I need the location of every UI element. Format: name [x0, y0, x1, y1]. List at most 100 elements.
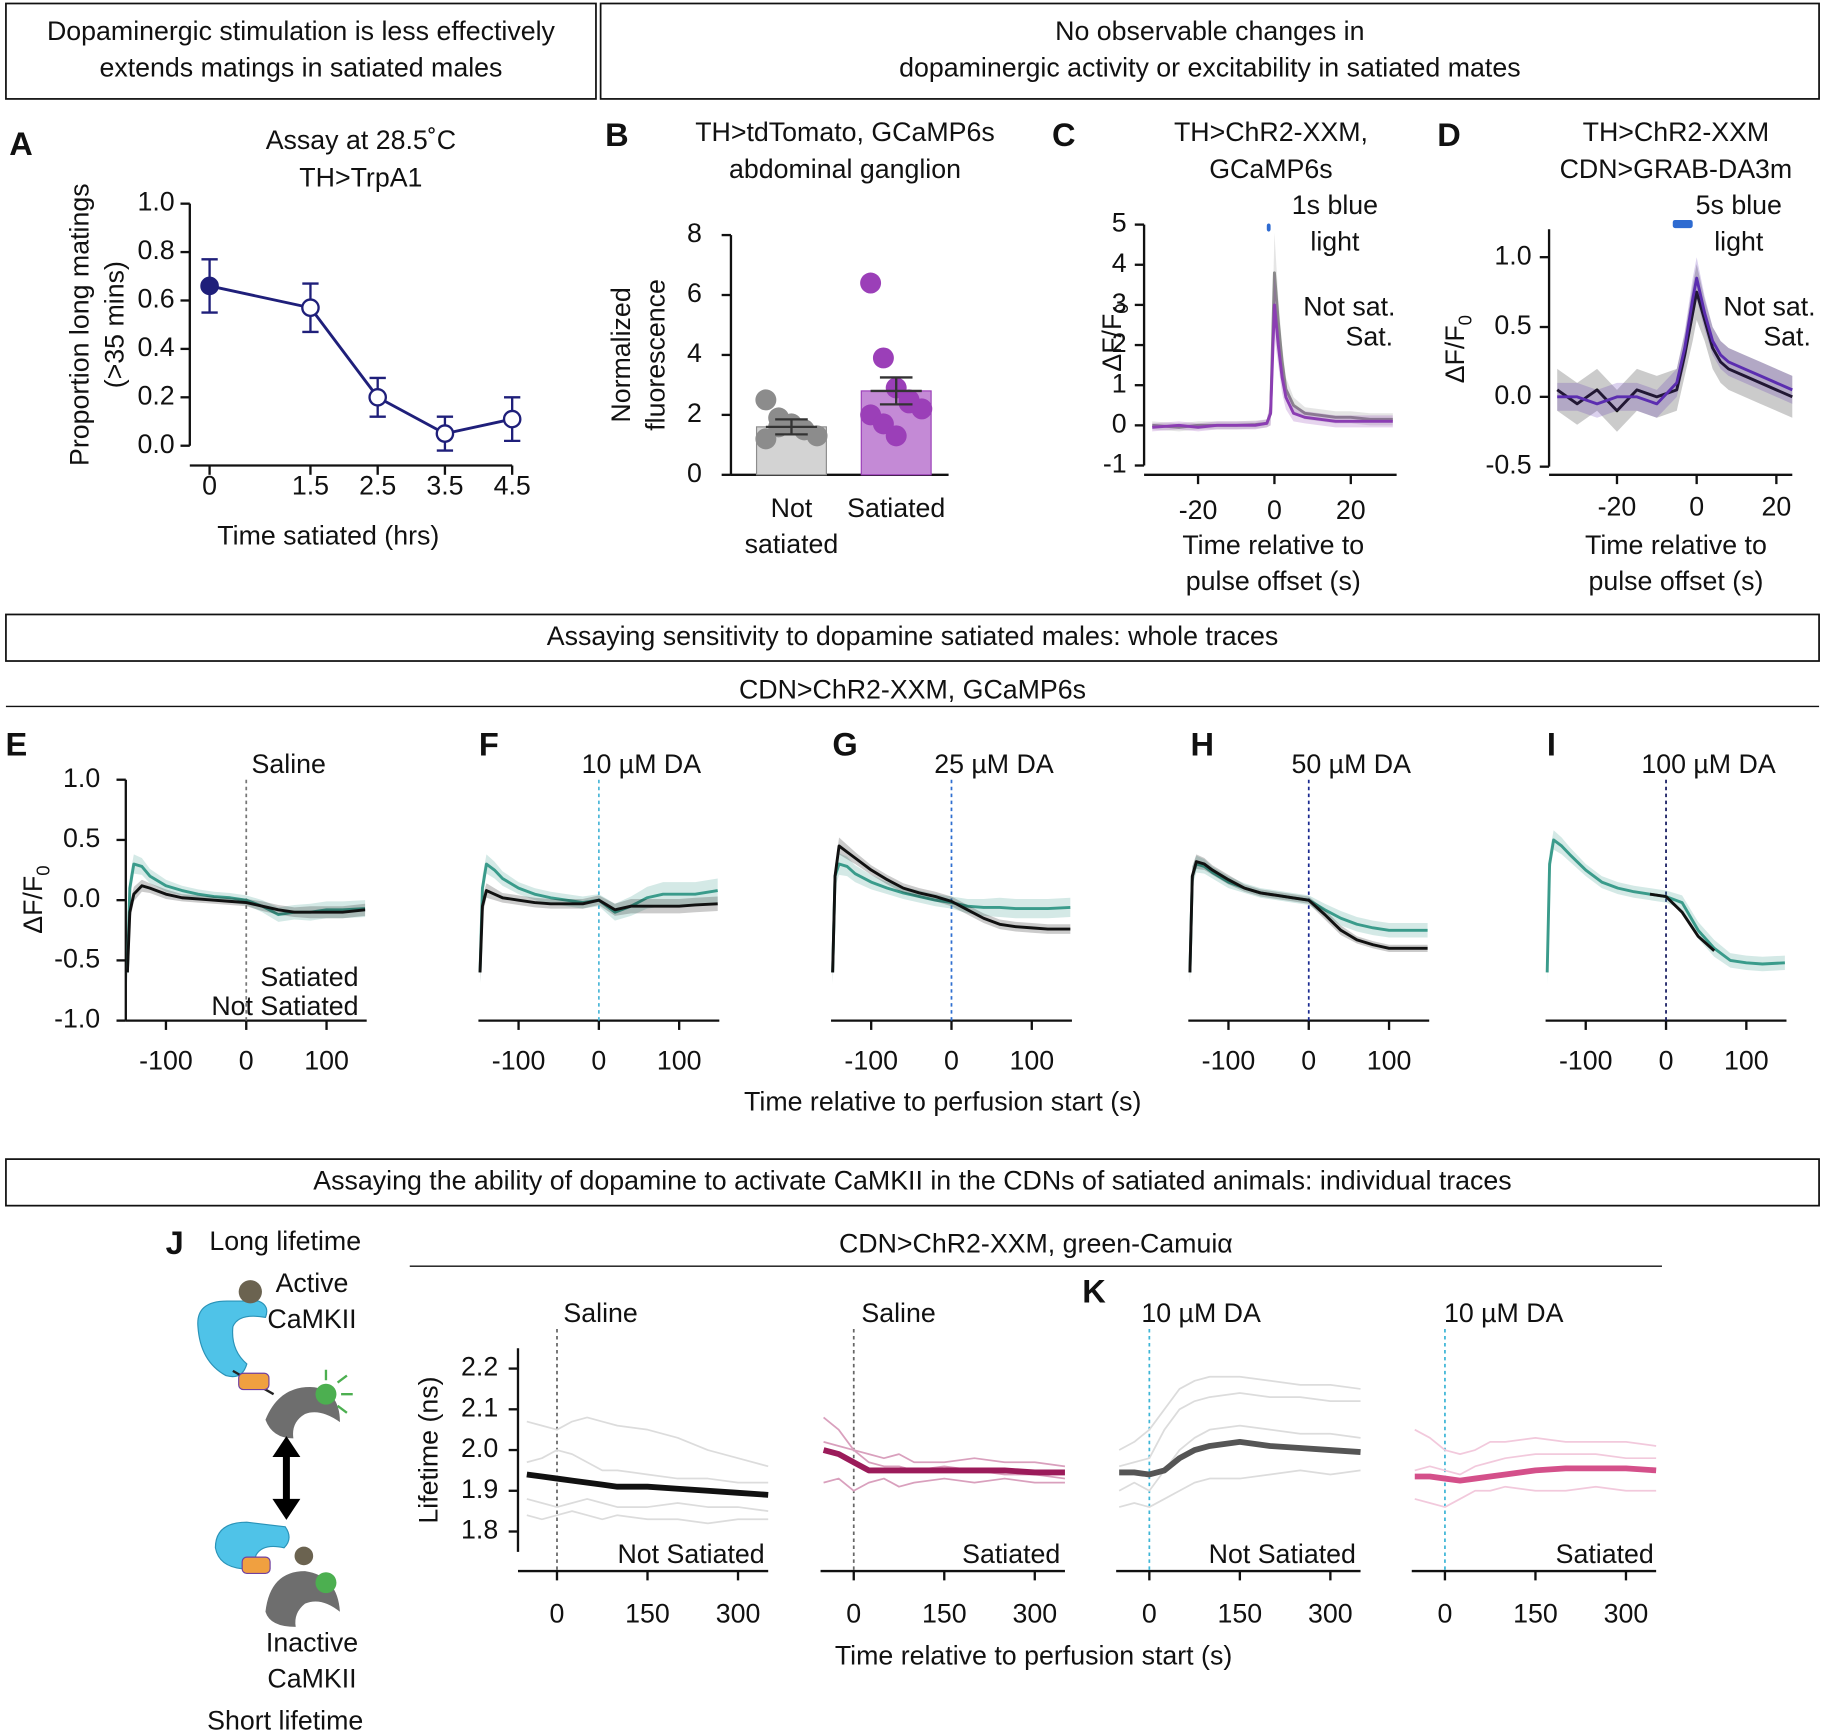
- series-line: [1414, 1453, 1657, 1476]
- header-box: [599, 2, 1820, 100]
- chart-title: abdominal ganglion: [729, 154, 961, 184]
- header-text: extends matings in satiated males: [99, 52, 502, 82]
- x-tick-label: -100: [844, 1046, 898, 1076]
- series-line: [1649, 892, 1716, 952]
- x-axis-label: Time relative to: [1585, 530, 1767, 560]
- chart-title: 10 µM DA: [1444, 1298, 1564, 1328]
- y-tick-label: 2.1: [461, 1392, 498, 1422]
- error-band: [1189, 855, 1428, 983]
- section-subtitle: CDN>ChR2-XXM, green-Camuiα: [839, 1228, 1233, 1258]
- series-line: [526, 1498, 769, 1513]
- y-tick-label: 1.0: [63, 763, 100, 793]
- panel-letter: C: [1052, 117, 1076, 153]
- kinase-domain: [197, 1300, 268, 1378]
- y-axis-label: ΔF/F0: [1440, 315, 1475, 383]
- y-tick-label: 0.6: [137, 284, 174, 314]
- data-point: [200, 276, 219, 296]
- series-line: [1118, 1424, 1361, 1492]
- y-tick-label: 0.2: [137, 380, 174, 410]
- y-tick-label: 0.0: [137, 429, 174, 459]
- y-tick-label: 1.9: [461, 1474, 498, 1504]
- series-line: [526, 1416, 769, 1468]
- diagram-label: CaMKII: [267, 1664, 356, 1694]
- y-tick-label: 0.0: [1494, 380, 1531, 410]
- diagram-label: Long lifetime: [209, 1226, 361, 1256]
- header-text: dopaminergic activity or excitability in…: [899, 52, 1520, 82]
- x-tick-label: 0: [591, 1046, 606, 1076]
- y-tick-label: 0: [1112, 408, 1127, 438]
- chart-title: TH>ChR2-XXM: [1583, 117, 1770, 147]
- y-axis-label: Lifetime (ns): [414, 1376, 444, 1523]
- legend-label: Not Satiated: [1209, 1539, 1356, 1569]
- x-tick-label: 300: [716, 1598, 761, 1628]
- legend-label: Not sat.: [1303, 291, 1395, 321]
- section-subtitle: CDN>ChR2-XXM, GCaMP6s: [739, 674, 1086, 704]
- y-axis-label-main: ΔF/F: [1097, 314, 1127, 372]
- chart-title: TH>TrpA1: [299, 162, 422, 192]
- chart-title: 10 µM DA: [582, 749, 702, 779]
- fluorophore: [315, 1383, 337, 1405]
- error-band: [1557, 264, 1793, 432]
- y-tick-label: 1.0: [137, 187, 174, 217]
- chart-title: GCaMP6s: [1209, 154, 1332, 184]
- x-axis-label: Time satiated (hrs): [217, 521, 439, 551]
- y-tick-label: 2.2: [461, 1352, 498, 1382]
- series-line: [478, 862, 718, 973]
- panel-letter: D: [1437, 117, 1461, 153]
- chart-title: Saline: [861, 1298, 935, 1328]
- camkii-diagram: J Long lifetime Active CaMKII Inactive C…: [166, 1225, 364, 1734]
- annotation: light: [1714, 226, 1764, 256]
- data-point: [435, 424, 455, 443]
- legend-label: Not sat.: [1723, 291, 1815, 321]
- legend-label: Satiated: [1556, 1539, 1654, 1569]
- y-axis-label: ΔF/F0: [18, 865, 53, 933]
- y-axis-label-main: ΔF/F: [18, 876, 48, 934]
- series-line: [1118, 1375, 1361, 1451]
- series-line: [1152, 303, 1393, 429]
- x-tick-label: 150: [1218, 1598, 1263, 1628]
- x-tick-label: 0: [239, 1046, 254, 1076]
- stimulus-bar: [1266, 223, 1271, 232]
- diagram-label: Active: [276, 1268, 349, 1298]
- x-axis-label: Time relative to perfusion start (s): [744, 1086, 1141, 1116]
- x-tick-label: 100: [1009, 1046, 1054, 1076]
- fluorophore: [315, 1572, 337, 1594]
- y-axis-label-main: Lifetime (ns): [414, 1376, 444, 1523]
- x-tick-label: -20: [1598, 492, 1637, 522]
- panel-letter: E: [6, 727, 28, 763]
- x-tick-label: -100: [492, 1046, 546, 1076]
- y-tick-label: 6: [687, 278, 702, 308]
- data-point: [755, 389, 777, 411]
- diagram-label: Short lifetime: [207, 1705, 363, 1734]
- chart-title: 25 µM DA: [934, 749, 1054, 779]
- x-tick-label: 0: [1142, 1598, 1157, 1628]
- series-line: [1557, 276, 1793, 406]
- chart-title: Assay at 28.5˚C: [266, 125, 456, 155]
- fluorescence-rays: [324, 1369, 353, 1414]
- error-bar: [765, 418, 818, 436]
- series-line: [1414, 1428, 1657, 1455]
- legend-label: Not Satiated: [211, 991, 358, 1021]
- series-line: [823, 1477, 1065, 1492]
- x-tick-label: 0: [1267, 495, 1282, 525]
- kinase-domain: [214, 1521, 290, 1570]
- y-tick-label: 3: [1112, 288, 1127, 318]
- y-tick-label: 0: [687, 458, 702, 488]
- y-tick-label: 4: [1112, 248, 1127, 278]
- data-point: [806, 425, 828, 447]
- y-tick-label: 8: [687, 218, 702, 248]
- x-tick-label: 150: [625, 1598, 670, 1628]
- error-band: [127, 854, 366, 985]
- annotation: light: [1310, 226, 1360, 256]
- x-tick-label: 20: [1761, 492, 1791, 522]
- x-tick-label: Not: [771, 493, 813, 523]
- chart-title: Saline: [252, 749, 326, 779]
- error-bar: [870, 376, 922, 406]
- y-axis-label-subscript: 0: [32, 865, 53, 875]
- x-tick-label: 100: [1724, 1046, 1769, 1076]
- legend-label: Satiated: [260, 962, 358, 992]
- y-tick-label: 0.0: [63, 883, 100, 913]
- panel-letter: J: [166, 1225, 184, 1261]
